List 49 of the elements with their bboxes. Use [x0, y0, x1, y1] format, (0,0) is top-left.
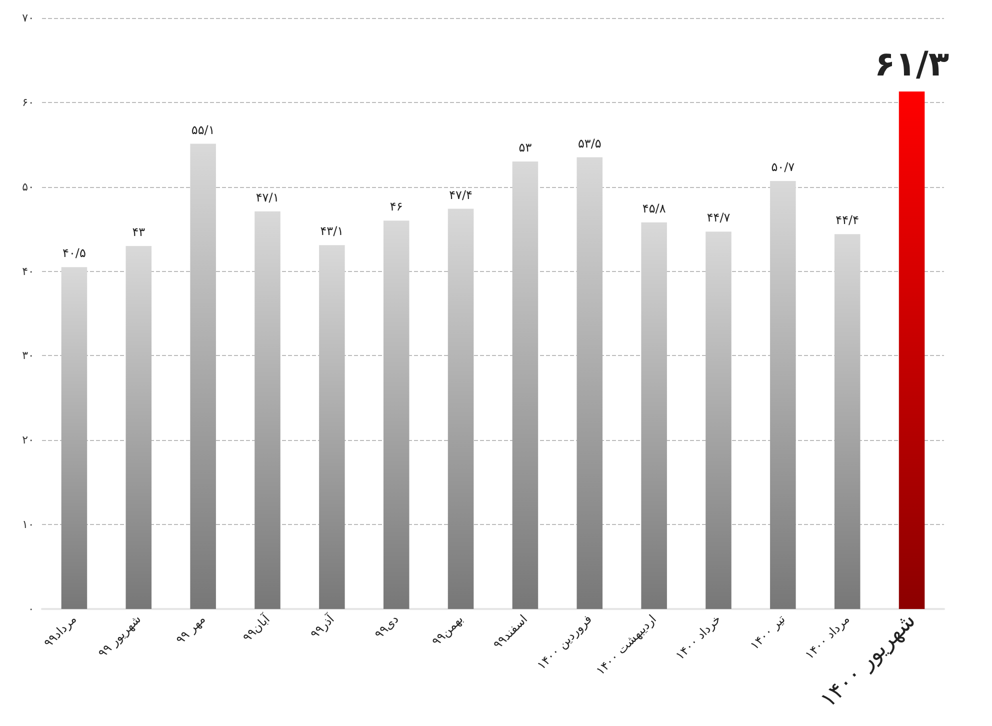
x-tick-label: خرداد ۱۴۰۰ [672, 612, 724, 663]
data-label: ۴۳/۱ [320, 224, 344, 238]
bar [834, 234, 860, 609]
y-tick-label: ۴۰ [22, 264, 34, 278]
x-tick-label: شهریور ۹۹ [95, 612, 144, 660]
data-label: ۴۷/۱ [256, 190, 280, 204]
x-tick-label: فروردین ۱۴۰۰ [534, 612, 595, 672]
data-label: ۶۱/۳ [874, 44, 950, 84]
x-tick-label: دی۹۹ [372, 612, 402, 642]
y-tick-label: ۶۰ [22, 96, 34, 109]
x-tick-label: مهر ۹۹ [173, 612, 208, 647]
data-label: ۴۶ [390, 200, 403, 214]
data-label: ۵۵/۱ [191, 122, 215, 137]
bar [126, 246, 152, 609]
y-tick-label: ۱۰ [22, 518, 34, 532]
data-label: ۵۳/۵ [578, 136, 602, 150]
data-label: ۵۰/۷ [771, 160, 796, 174]
x-tick-label: آبان۹۹ [239, 610, 273, 645]
x-tick-label: اردیبهشت ۱۴۰۰ [593, 612, 660, 678]
bar [448, 208, 474, 609]
bar [190, 144, 216, 609]
y-tick-label: ۰ [28, 602, 34, 616]
y-tick-label: ۷۰ [22, 12, 34, 24]
data-label: ۴۴/۴ [836, 213, 860, 228]
bar [898, 91, 925, 609]
data-label: ۴۷/۴ [449, 188, 472, 202]
data-label: ۵۳ [518, 140, 532, 155]
x-tick-label: تیر ۱۴۰۰ [747, 612, 788, 652]
bar [576, 157, 603, 609]
x-tick-label: مرداد ۱۴۰۰ [802, 612, 852, 662]
y-tick-label: ۲۰ [22, 434, 34, 447]
x-tick-label: بهمن۹۹ [429, 612, 466, 649]
bar [61, 267, 88, 609]
x-tick-label: اسفند۹۹ [490, 612, 530, 652]
y-tick-label: ۵۰ [22, 180, 34, 194]
data-label: ۴۰/۵ [62, 246, 86, 260]
x-tick-label: مرداد۹۹ [41, 612, 80, 650]
bar [254, 211, 280, 609]
bar [319, 245, 345, 609]
x-tick-label: آذر۹۹ [306, 610, 338, 642]
bar [383, 220, 410, 609]
data-label: ۴۳ [132, 224, 146, 239]
bar [641, 222, 667, 609]
bar [770, 180, 796, 609]
y-tick-label: ۳۰ [22, 349, 34, 362]
bar [512, 162, 538, 609]
data-label: ۴۵/۸ [642, 201, 666, 216]
bar [706, 232, 732, 609]
data-label: ۴۴/۷ [706, 210, 731, 225]
